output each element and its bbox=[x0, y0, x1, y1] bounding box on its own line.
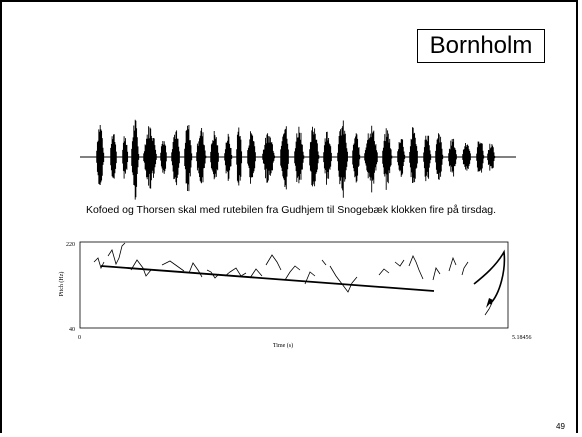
waveform-burst bbox=[131, 119, 140, 200]
waveform-burst bbox=[160, 141, 167, 174]
declination-line bbox=[100, 265, 435, 292]
pitch-plot-frame bbox=[79, 241, 509, 329]
waveform bbox=[96, 119, 496, 200]
waveform-burst bbox=[96, 125, 105, 185]
pitch-contour-segment bbox=[394, 259, 405, 267]
pitch-contour-segment bbox=[461, 261, 469, 276]
pitch-contour-segment bbox=[484, 302, 493, 316]
x-max-label: 5.18456 bbox=[512, 335, 532, 341]
waveform-burst bbox=[294, 126, 305, 184]
pitch-contour-segment bbox=[321, 259, 327, 266]
waveform-burst bbox=[280, 126, 289, 190]
waveform-burst bbox=[397, 139, 406, 177]
sentence-caption: Kofoed og Thorsen skal med rutebilen fra… bbox=[85, 204, 497, 216]
waveform-burst bbox=[487, 143, 496, 171]
waveform-burst bbox=[409, 127, 418, 183]
waveform-burst bbox=[448, 138, 457, 177]
waveform-burst bbox=[262, 133, 276, 183]
final-fall-arrow bbox=[473, 249, 506, 305]
waveform-burst bbox=[224, 133, 233, 181]
pitch-contour-segment bbox=[329, 265, 358, 293]
x-min-label: 0 bbox=[78, 335, 81, 341]
pitch-contour-segment bbox=[284, 265, 301, 281]
pitch-contour-segment bbox=[304, 271, 316, 285]
waveform-burst bbox=[476, 141, 485, 173]
waveform-burst bbox=[423, 135, 432, 182]
y-max-label: 220 bbox=[66, 242, 75, 248]
pitch-contour-segment bbox=[249, 268, 263, 279]
waveform-burst bbox=[352, 133, 361, 183]
waveform-burst bbox=[110, 134, 117, 179]
pitch-contour-segment bbox=[161, 260, 185, 272]
waveform-burst bbox=[171, 130, 180, 186]
pitch-contour-segment bbox=[448, 256, 457, 272]
waveform-burst bbox=[236, 127, 243, 186]
waveform-burst bbox=[364, 125, 378, 193]
x-axis-label: Time (s) bbox=[273, 342, 293, 349]
waveform-burst bbox=[337, 120, 348, 198]
pitch-contour-segment bbox=[93, 257, 105, 270]
pitch-track bbox=[93, 242, 506, 316]
slide-number: 49 bbox=[556, 422, 565, 431]
pitch-contour-segment bbox=[378, 268, 390, 276]
waveform-burst bbox=[382, 128, 393, 190]
waveform-burst bbox=[196, 128, 207, 184]
y-min-label: 40 bbox=[69, 327, 75, 333]
waveform-burst bbox=[462, 143, 471, 171]
waveform-burst bbox=[184, 125, 193, 192]
waveform-burst bbox=[247, 131, 256, 184]
waveform-burst bbox=[122, 136, 129, 179]
waveform-burst bbox=[143, 126, 157, 189]
pitch-contour-segment bbox=[224, 267, 247, 277]
waveform-burst bbox=[309, 126, 320, 187]
pitch-contour-segment bbox=[188, 262, 203, 278]
waveform-burst bbox=[323, 131, 332, 185]
pitch-contour-segment bbox=[130, 259, 152, 277]
waveform-burst bbox=[435, 133, 444, 180]
pitch-contour-segment bbox=[107, 242, 126, 266]
arrow-head bbox=[486, 298, 493, 308]
slide-title: Bornholm bbox=[417, 29, 545, 63]
pitch-contour-segment bbox=[432, 267, 441, 281]
y-axis-label: Pitch (Hz) bbox=[58, 272, 65, 297]
waveform-burst bbox=[210, 131, 219, 180]
pitch-contour-segment bbox=[265, 254, 282, 271]
pitch-contour-segment bbox=[408, 255, 424, 280]
